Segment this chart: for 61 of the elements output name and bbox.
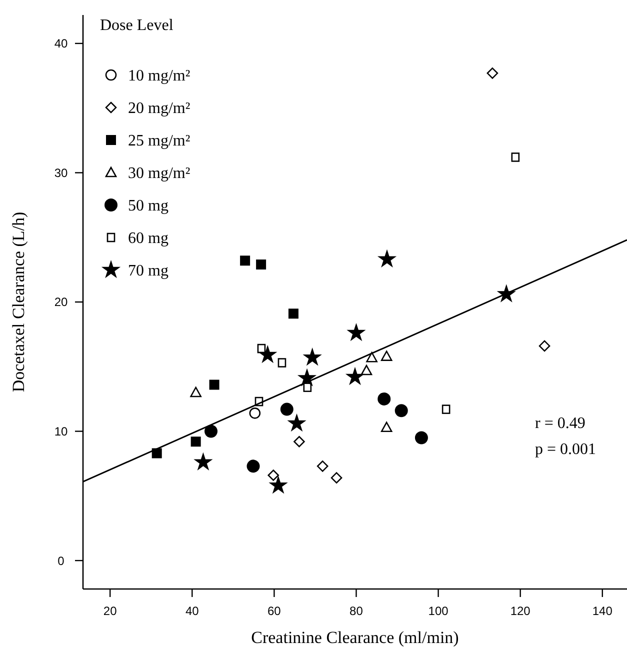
- y-tick-label: 40: [54, 36, 68, 51]
- point: [538, 340, 550, 352]
- point: [316, 460, 328, 472]
- point: [190, 386, 202, 398]
- point: [259, 346, 276, 362]
- point: [288, 308, 298, 319]
- annotation: r = 0.49: [535, 415, 586, 432]
- legend-label: 60 mg: [128, 230, 168, 248]
- point: [190, 436, 201, 447]
- point: [270, 476, 287, 493]
- point: [348, 324, 365, 340]
- point: [442, 404, 450, 414]
- point: [298, 369, 316, 386]
- point: [360, 364, 372, 376]
- point: [498, 285, 515, 302]
- legend-label: 70 mg: [128, 262, 168, 280]
- x-tick-label: 40: [185, 604, 200, 618]
- y-tick-label: 0: [58, 554, 65, 568]
- legend-label: 50 mg: [128, 198, 168, 215]
- point: [240, 256, 250, 266]
- point: [366, 352, 378, 362]
- point: [378, 392, 391, 406]
- y-tick-label: 30: [54, 166, 68, 180]
- point: [288, 414, 306, 431]
- legend-label: 20 mg/m²: [128, 100, 190, 118]
- point: [380, 350, 392, 361]
- point: [246, 460, 260, 473]
- point: [511, 152, 520, 162]
- x-tick-label: 120: [510, 604, 531, 618]
- x-tick-label: 140: [592, 604, 613, 618]
- point: [378, 250, 396, 267]
- y-axis-title: Docetaxel Clearance (L/h): [9, 212, 28, 392]
- legend-label: 25 mg/m²: [128, 132, 190, 150]
- point: [204, 424, 218, 438]
- legend-label: 10 mg/m²: [128, 68, 190, 85]
- point: [304, 348, 321, 365]
- y-tick-label: 10: [54, 424, 68, 438]
- point: [330, 472, 342, 484]
- point: [249, 408, 261, 419]
- point: [294, 436, 305, 448]
- point: [194, 453, 212, 470]
- y-tick-label: 20: [54, 295, 68, 310]
- point: [152, 448, 162, 458]
- x-tick-label: 60: [268, 604, 282, 618]
- point: [256, 260, 266, 270]
- point: [346, 368, 364, 384]
- legend-label: 30 mg/m²: [128, 165, 190, 182]
- point: [268, 470, 280, 481]
- point: [414, 431, 428, 444]
- x-tick-label: 80: [350, 604, 364, 618]
- point: [280, 402, 294, 416]
- annotation: p = 0.001: [535, 441, 596, 458]
- point: [278, 358, 286, 368]
- point: [486, 68, 498, 79]
- x-tick-label: 100: [428, 604, 449, 618]
- x-tick-label: 20: [103, 604, 118, 618]
- point: [209, 380, 220, 390]
- x-axis-title: Creatinine Clearance (ml/min): [251, 628, 459, 647]
- point: [380, 422, 392, 432]
- legend-title: Dose Level: [100, 17, 174, 34]
- point: [394, 404, 408, 418]
